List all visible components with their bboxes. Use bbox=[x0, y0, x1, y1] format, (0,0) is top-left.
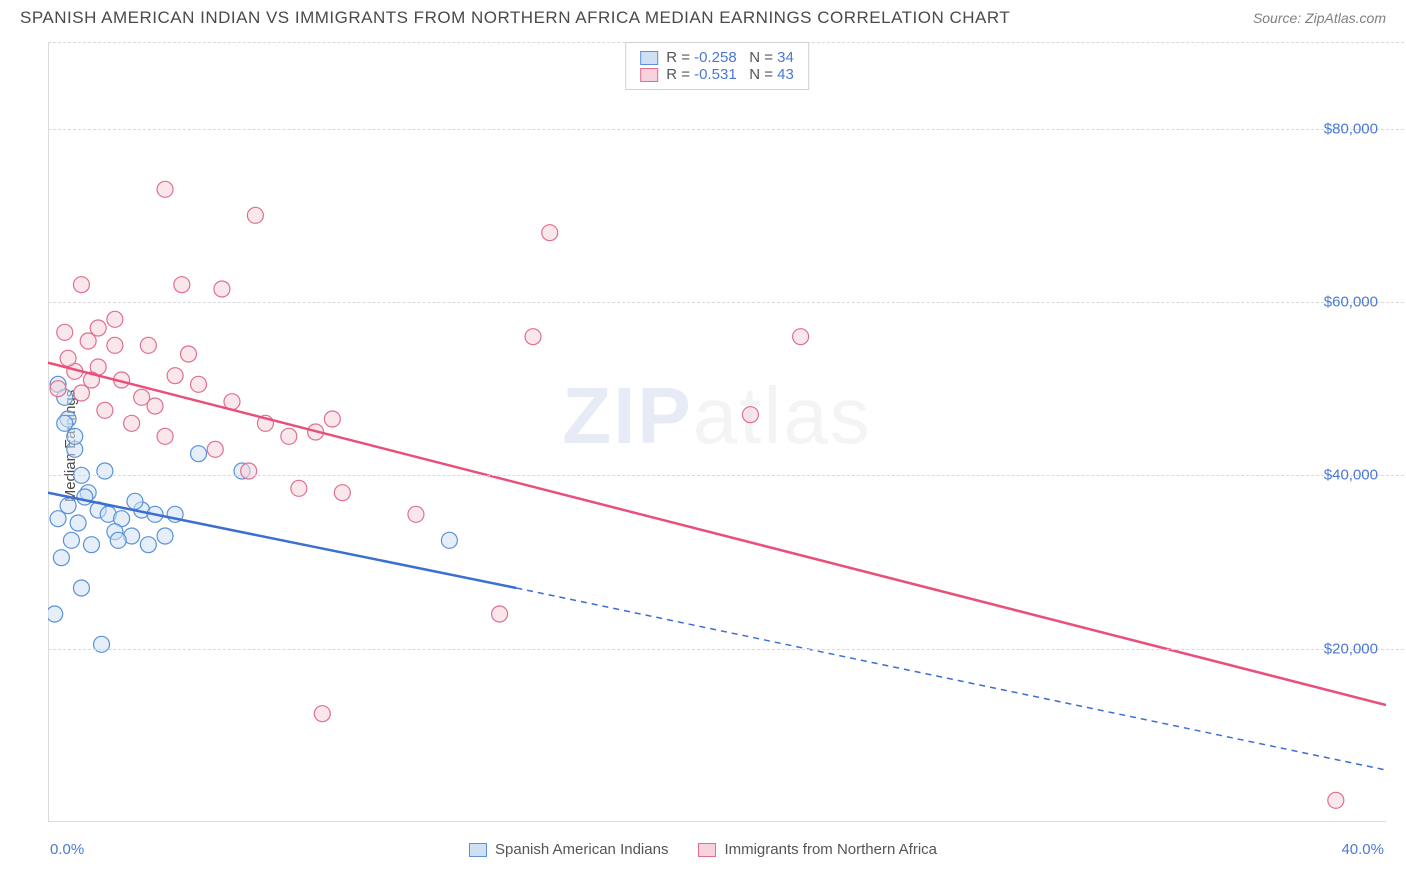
legend-swatch-1 bbox=[469, 843, 487, 857]
y-tick-label: $60,000 bbox=[1324, 294, 1378, 311]
source-label: Source: ZipAtlas.com bbox=[1253, 10, 1386, 26]
stats-legend-text: R = -0.531 N = 43 bbox=[666, 66, 794, 83]
gridline bbox=[48, 475, 1404, 476]
legend-swatch bbox=[640, 68, 658, 82]
y-tick-label: $80,000 bbox=[1324, 120, 1378, 137]
y-tick-label: $40,000 bbox=[1324, 467, 1378, 484]
legend-swatch-2 bbox=[698, 843, 716, 857]
x-tick-min: 0.0% bbox=[50, 841, 84, 858]
stats-legend-text: R = -0.258 N = 34 bbox=[666, 49, 794, 66]
gridline bbox=[48, 302, 1404, 303]
legend-label-1: Spanish American Indians bbox=[495, 841, 668, 858]
stats-legend-row: R = -0.258 N = 34 bbox=[640, 49, 794, 66]
gridline bbox=[48, 649, 1404, 650]
bottom-legend: Spanish American Indians Immigrants from… bbox=[469, 841, 937, 858]
chart-area: ZIPatlas R = -0.258 N = 34R = -0.531 N =… bbox=[48, 42, 1386, 822]
legend-swatch bbox=[640, 51, 658, 65]
legend-item-series2: Immigrants from Northern Africa bbox=[698, 841, 937, 858]
chart-title: SPANISH AMERICAN INDIAN VS IMMIGRANTS FR… bbox=[20, 8, 1010, 28]
y-tick-label: $20,000 bbox=[1324, 640, 1378, 657]
legend-item-series1: Spanish American Indians bbox=[469, 841, 668, 858]
legend-label-2: Immigrants from Northern Africa bbox=[724, 841, 937, 858]
stats-legend: R = -0.258 N = 34R = -0.531 N = 43 bbox=[625, 42, 809, 90]
x-tick-max: 40.0% bbox=[1341, 841, 1384, 858]
gridline bbox=[48, 129, 1404, 130]
plot-svg bbox=[48, 42, 1386, 822]
stats-legend-row: R = -0.531 N = 43 bbox=[640, 66, 794, 83]
